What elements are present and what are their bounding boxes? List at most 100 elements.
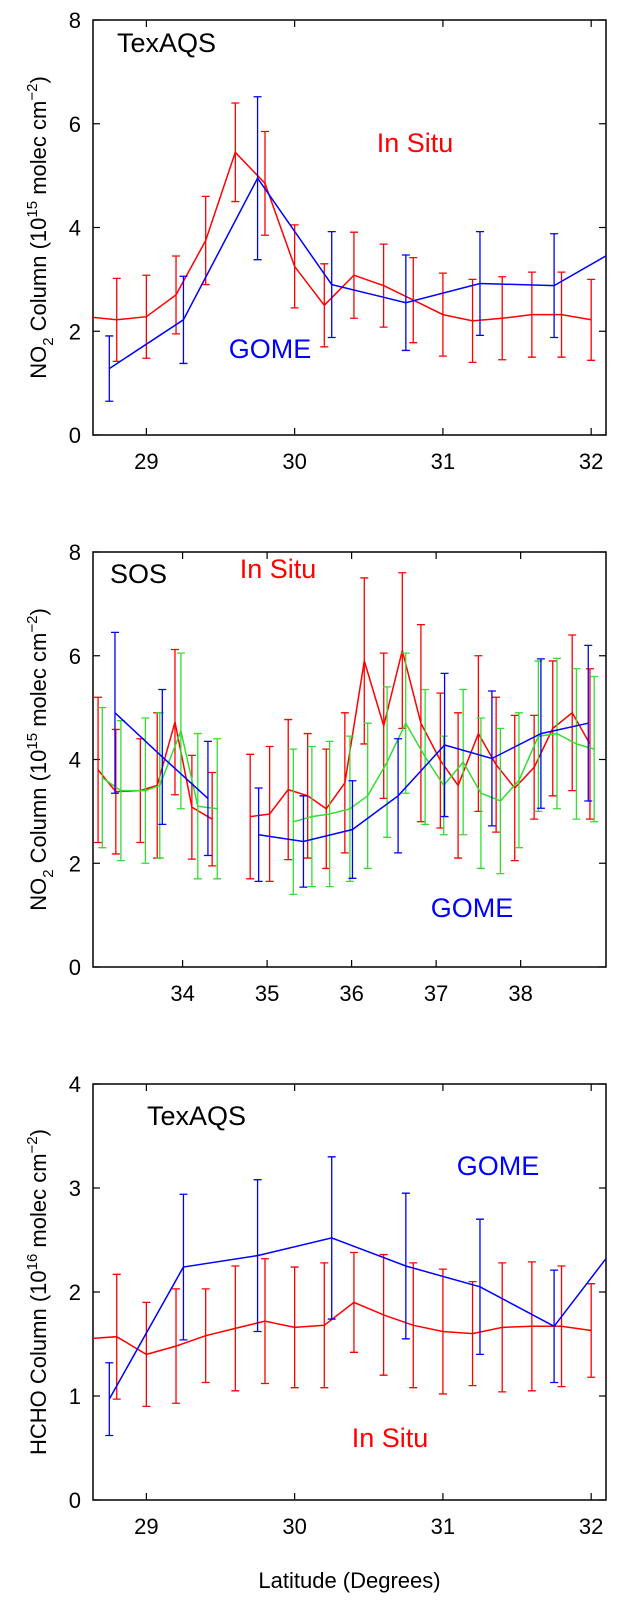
- plot-area: [94, 572, 599, 896]
- y-label-part: NO: [26, 878, 51, 911]
- error-bar: [231, 102, 240, 203]
- error-bar: [416, 623, 425, 823]
- error-bar: [440, 672, 449, 818]
- error-bar: [105, 1362, 114, 1437]
- error-bar: [498, 1262, 507, 1393]
- error-bar: [349, 1251, 358, 1353]
- error-bar: [527, 271, 536, 358]
- error-bar: [179, 275, 188, 365]
- error-bar: [203, 740, 212, 857]
- error-bar: [98, 706, 107, 849]
- x-tick-label: 32: [579, 1514, 603, 1539]
- error-bar: [290, 1266, 299, 1389]
- error-bar: [498, 276, 507, 361]
- y-label-part: ): [26, 608, 51, 615]
- x-tick-label: 34: [170, 981, 194, 1006]
- x-tick-label: 35: [255, 981, 279, 1006]
- y-tick-label: 2: [69, 851, 81, 876]
- error-bar: [349, 231, 358, 319]
- error-bar: [398, 572, 407, 730]
- error-bar: [253, 1179, 262, 1333]
- error-bar: [409, 1262, 418, 1389]
- y-tick-label: 4: [69, 1072, 81, 1097]
- y-tick-label: 0: [69, 1488, 81, 1513]
- x-tick-label: 31: [431, 1514, 455, 1539]
- series-label: In Situ: [377, 128, 454, 158]
- y-label-part: ): [26, 76, 51, 83]
- y-label-part: 2: [40, 869, 57, 877]
- error-bar: [487, 690, 496, 827]
- error-bar: [468, 278, 477, 364]
- y-label-part: molec cm: [26, 1153, 51, 1253]
- y-tick-label: 2: [69, 319, 81, 344]
- series-label: In Situ: [352, 1423, 429, 1453]
- annotation: SOS: [110, 559, 167, 589]
- y-label-part: molec cm: [26, 633, 51, 733]
- error-bar: [379, 1253, 388, 1376]
- error-bar: [201, 195, 210, 286]
- y-tick-label: 0: [69, 955, 81, 980]
- error-bar: [468, 1280, 477, 1387]
- error-bar: [208, 771, 217, 867]
- error-bar: [475, 231, 484, 337]
- error-bar: [590, 675, 599, 823]
- error-bar: [585, 668, 594, 820]
- error-bar: [436, 692, 445, 829]
- error-bar: [260, 130, 269, 236]
- series-line: [108, 1237, 606, 1400]
- error-bar: [290, 224, 299, 309]
- error-bar: [303, 732, 312, 859]
- error-bar: [394, 738, 403, 854]
- error-bar: [213, 738, 222, 880]
- error-bar: [299, 795, 308, 888]
- error-bar: [320, 263, 329, 348]
- error-bar: [536, 658, 545, 809]
- error-bar: [401, 1192, 410, 1340]
- error-bar: [110, 631, 119, 794]
- error-bar: [94, 696, 103, 844]
- error-bar: [112, 1273, 121, 1400]
- error-bar: [265, 745, 274, 883]
- error-bar: [476, 717, 485, 870]
- error-bar: [179, 1193, 188, 1341]
- series-line: [93, 1301, 592, 1356]
- error-bar: [550, 233, 559, 339]
- error-bar: [514, 712, 523, 849]
- error-bar: [345, 735, 354, 883]
- error-bar: [193, 732, 202, 880]
- y-tick-label: 8: [69, 540, 81, 565]
- error-bar: [348, 780, 357, 879]
- x-axis-label: Latitude (Degrees): [258, 1568, 440, 1593]
- error-bar: [141, 717, 150, 864]
- y-tick-label: 6: [69, 112, 81, 137]
- y-label-part: NO: [26, 346, 51, 379]
- error-bar: [327, 1156, 336, 1320]
- error-bar: [439, 735, 448, 836]
- series-line: [101, 721, 595, 823]
- x-tick-label: 32: [579, 449, 603, 474]
- y-label-part: −2: [24, 84, 41, 101]
- error-bar: [379, 243, 388, 328]
- error-bar: [325, 740, 334, 888]
- error-bar: [550, 1269, 559, 1384]
- plot-area: [93, 96, 606, 402]
- y-axis-label: NO2 Column (1015 molec cm−2): [24, 608, 57, 911]
- y-tick-label: 3: [69, 1176, 81, 1201]
- plot-frame: [92, 19, 607, 436]
- error-bar: [438, 1268, 447, 1395]
- y-label-part: HCHO Column (10: [26, 1270, 51, 1455]
- error-bar: [307, 745, 316, 888]
- annotation: TexAQS: [117, 28, 216, 58]
- error-bar: [111, 728, 120, 855]
- x-tick-label: 31: [431, 449, 455, 474]
- series-label: GOME: [229, 334, 312, 364]
- error-bar: [289, 748, 298, 896]
- x-tick-label: 36: [339, 981, 363, 1006]
- error-bar: [548, 660, 557, 797]
- error-bar: [492, 696, 501, 833]
- error-bar: [284, 718, 293, 861]
- error-bar: [172, 1288, 181, 1404]
